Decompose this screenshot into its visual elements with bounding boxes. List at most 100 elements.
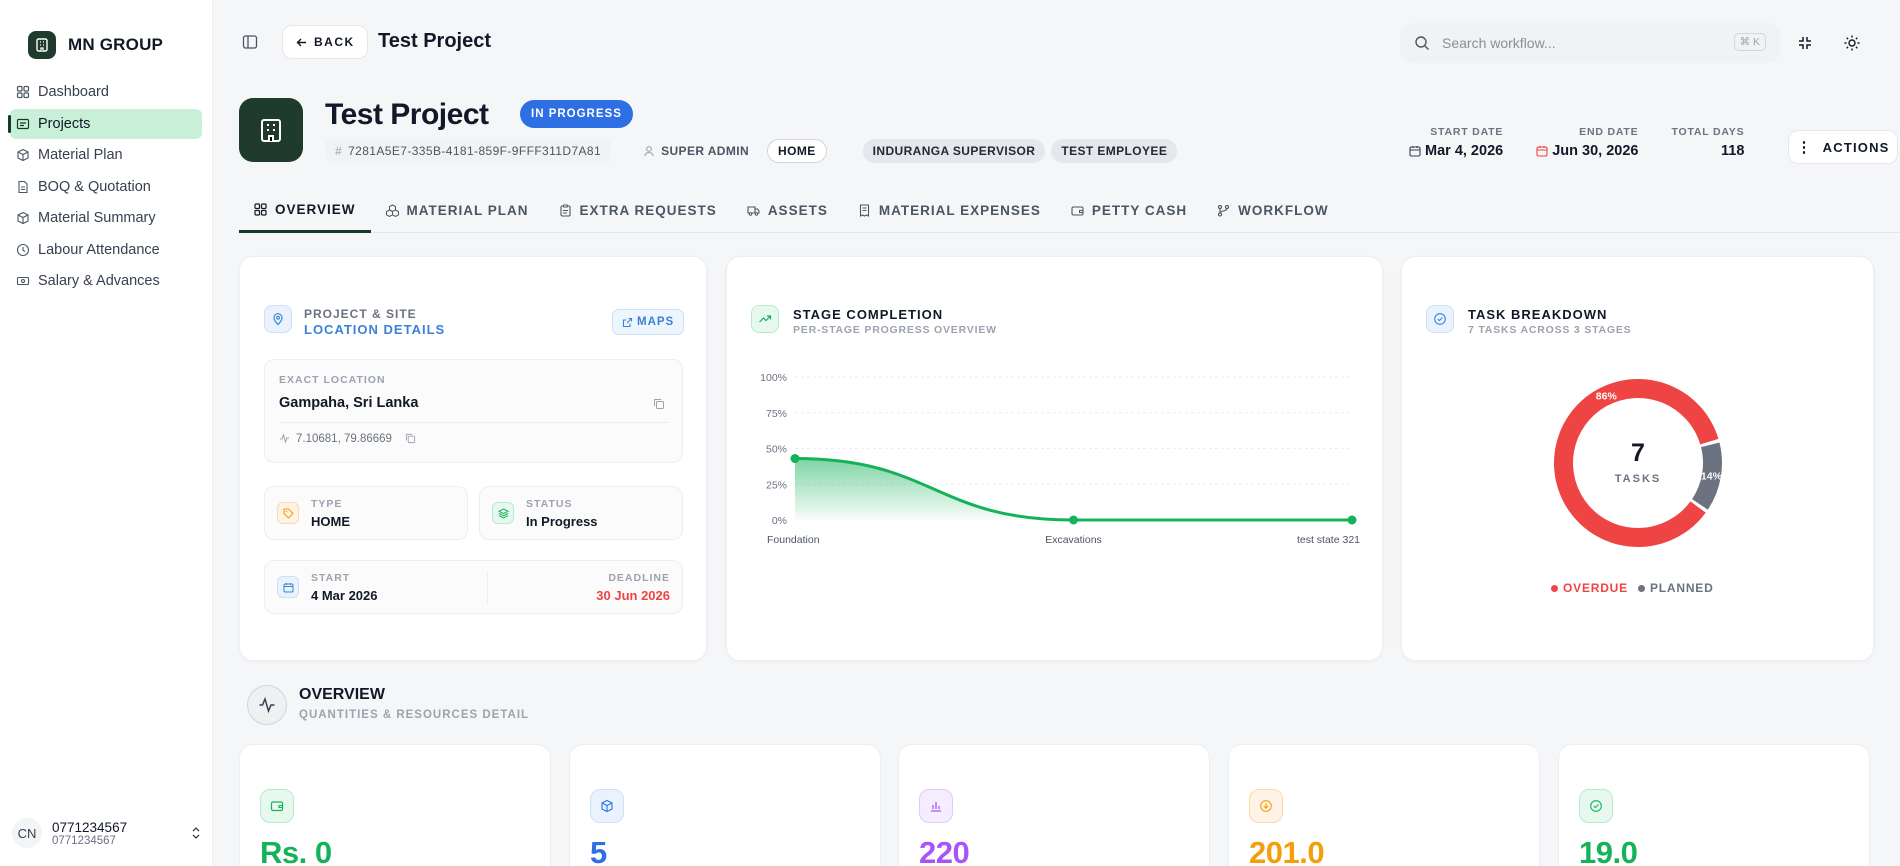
projects-icon xyxy=(16,118,30,129)
donut-center-label: TASKS xyxy=(1614,473,1662,485)
project-title: Test Project xyxy=(325,98,489,131)
actions-button[interactable]: ⋮ ACTIONS xyxy=(1788,130,1898,164)
copy-icon[interactable] xyxy=(653,398,665,410)
sidebar-item-projects[interactable]: Projects xyxy=(8,108,202,139)
search-input[interactable] xyxy=(1442,35,1722,51)
sidebar-item-labour-attendance[interactable]: Labour Attendance xyxy=(10,235,202,265)
sidebar-item-label: Dashboard xyxy=(38,84,109,100)
coordinates: 7.10681, 79.86669 xyxy=(296,433,392,445)
search-shortcut: ⌘ K xyxy=(1733,33,1766,51)
tab-material-plan[interactable]: MATERIAL PLAN xyxy=(371,188,544,233)
stat-card: 220 xyxy=(898,744,1210,866)
sidebar-item-material-summary[interactable]: Material Summary xyxy=(10,203,202,233)
project-meta: # 7281A5E7-335B-4181-859F-9FFF311D7A81 S… xyxy=(325,139,1178,163)
collapse-icon[interactable] xyxy=(1796,34,1814,52)
sidebar-item-label: BOQ & Quotation xyxy=(38,178,151,195)
stat-value: 19.0 xyxy=(1579,835,1638,866)
external-link-icon xyxy=(622,317,633,327)
y-tick-label: 100% xyxy=(760,372,787,384)
card-title: STAGE COMPLETION xyxy=(793,307,944,322)
slice-label: 86% xyxy=(1596,391,1618,403)
tab-workflow[interactable]: WORKFLOW xyxy=(1202,188,1343,233)
cube-icon xyxy=(590,789,624,823)
stat-card: 5 xyxy=(569,744,881,866)
maps-button[interactable]: MAPS xyxy=(612,309,685,335)
legend-item-overdue: OVERDUE xyxy=(1551,581,1628,595)
sidebar-item-material-plan[interactable]: Material Plan xyxy=(10,140,202,170)
stat-card: 201.0 xyxy=(1228,744,1540,866)
card-title: TASK BREAKDOWN xyxy=(1468,307,1608,322)
stat-value: 220 xyxy=(919,835,970,866)
brand[interactable]: MN GROUP xyxy=(0,23,212,67)
deadline-value: 30 Jun 2026 xyxy=(596,588,670,603)
y-tick-label: 25% xyxy=(766,479,787,491)
data-point[interactable] xyxy=(1347,515,1357,525)
x-tick-label: Foundation xyxy=(767,534,820,546)
type-label: TYPE xyxy=(311,498,343,510)
calendar-icon xyxy=(277,576,299,598)
back-label: BACK xyxy=(314,35,355,49)
sidebar-item-salary-advances[interactable]: Salary & Advances xyxy=(10,266,202,296)
legend-dot xyxy=(1551,584,1558,592)
stat-value: Rs. 0 xyxy=(260,835,332,866)
sun-icon[interactable] xyxy=(1843,34,1861,52)
status-label: STATUS xyxy=(526,498,573,510)
total-days-label: TOTAL DAYS xyxy=(1671,126,1745,138)
branch-icon xyxy=(1218,204,1230,217)
sidebar-toggle-icon[interactable] xyxy=(242,34,258,50)
main-content: BACK Test Project ⌘ K Test Project IN PR… xyxy=(214,0,1900,866)
tab-label: MATERIAL EXPENSES xyxy=(878,203,1041,218)
tab-extra-requests[interactable]: EXTRA REQUESTS xyxy=(544,188,732,233)
x-tick-label: Excavations xyxy=(1045,534,1102,546)
owner-chip: SUPER ADMIN xyxy=(633,139,759,163)
money-icon xyxy=(16,276,30,286)
brand-name: MN GROUP xyxy=(68,35,164,54)
back-button[interactable]: BACK xyxy=(282,25,368,59)
search-bar[interactable]: ⌘ K xyxy=(1400,23,1780,63)
tab-label: ASSETS xyxy=(767,203,828,218)
series-area xyxy=(795,458,1352,520)
copy-icon[interactable] xyxy=(405,433,416,444)
document-icon xyxy=(18,180,28,193)
y-tick-label: 75% xyxy=(766,408,787,420)
layers-icon xyxy=(492,502,514,524)
status-badge: IN PROGRESS xyxy=(520,100,633,128)
stat-card: Rs. 0 xyxy=(239,744,551,866)
sidebar-item-boq-quotation[interactable]: BOQ & Quotation xyxy=(10,172,202,202)
user-menu[interactable]: CN 0771234567 0771234567 xyxy=(12,812,202,854)
stage-completion-card: STAGE COMPLETION PER-STAGE PROGRESS OVER… xyxy=(726,256,1383,661)
tab-assets[interactable]: ASSETS xyxy=(732,188,843,233)
data-point[interactable] xyxy=(1069,515,1078,525)
legend-label: PLANNED xyxy=(1649,581,1714,595)
type-chip: HOME xyxy=(767,139,827,163)
end-date-text: Jun 30, 2026 xyxy=(1552,143,1639,159)
calendar-icon xyxy=(1409,146,1421,157)
sidebar-item-label: Material Plan xyxy=(38,147,123,163)
stat-value: 201.0 xyxy=(1249,835,1325,866)
hash-icon: # xyxy=(335,144,343,158)
stat-card: 19.0 xyxy=(1558,744,1870,866)
donut-slice-planned[interactable] xyxy=(1692,442,1722,510)
truck-icon xyxy=(747,206,760,216)
start-date: START DATE Mar 4, 2026 xyxy=(1409,126,1503,159)
data-point[interactable] xyxy=(790,454,800,464)
dashboard-icon xyxy=(16,85,30,99)
tab-petty-cash[interactable]: PETTY CASH xyxy=(1056,188,1202,233)
tab-overview[interactable]: OVERVIEW xyxy=(239,188,371,233)
start-date-label: START DATE xyxy=(1430,126,1504,138)
tag-chip: TEST EMPLOYEE xyxy=(1051,139,1178,163)
sidebar: MN GROUP Dashboard Projects Material Pla… xyxy=(0,0,213,866)
sidebar-item-label: Salary & Advances xyxy=(38,273,160,289)
sidebar-item-dashboard[interactable]: Dashboard xyxy=(10,77,202,107)
stat-value: 5 xyxy=(590,835,607,866)
card-subtitle: PER-STAGE PROGRESS OVERVIEW xyxy=(793,324,997,336)
location-card: PROJECT & SITE LOCATION DETAILS MAPS EXA… xyxy=(239,256,707,661)
start-label: START xyxy=(311,572,351,584)
sidebar-item-label: Labour Attendance xyxy=(38,241,160,258)
clock-icon xyxy=(16,243,30,256)
tab-material-expenses[interactable]: MATERIAL EXPENSES xyxy=(843,188,1056,233)
actions-label: ACTIONS xyxy=(1822,139,1890,155)
sidebar-item-label: Projects xyxy=(38,115,91,132)
start-date-text: Mar 4, 2026 xyxy=(1425,143,1504,159)
legend-dot xyxy=(1637,584,1645,592)
